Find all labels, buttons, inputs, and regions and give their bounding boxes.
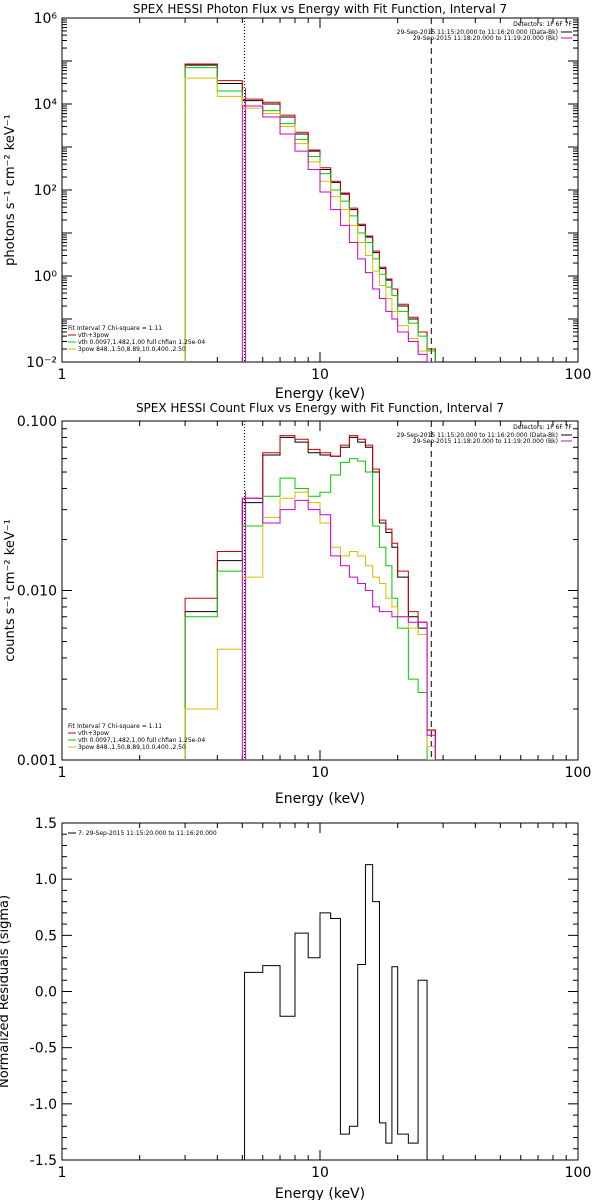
y-tick-label: 10² (34, 183, 57, 199)
y-tick-label: -1.0 (30, 1097, 57, 1113)
series-line-7-29-sep-2015-11-15-20-000-to-11-16-20-000 (244, 864, 432, 1160)
photon-flux-panel: SPEX HESSI Photon Flux vs Energy with Fi… (3, 2, 591, 402)
count-flux-y-axis-label-group: counts s⁻¹ cm⁻² keV⁻¹ (3, 519, 18, 662)
series-line-vth-3pow (184, 435, 436, 760)
detectors-interval-label: 29-Sep-2015 11:15:20.000 to 11:16:20.000… (397, 29, 558, 36)
x-tick-label: 100 (565, 765, 592, 781)
x-tick-label: 1 (58, 1165, 67, 1181)
detectors-interval-label: 29-Sep-2015 11:15:20.000 to 11:16:20.000… (397, 432, 558, 439)
count-flux-chart-title: SPEX HESSI Count Flux vs Energy with Fit… (136, 401, 504, 415)
series-line-background (241, 497, 436, 760)
series-line-background (241, 105, 436, 362)
photon-flux-chart-title: SPEX HESSI Photon Flux vs Energy with Fi… (133, 2, 507, 16)
legend-entry: 3pow 848.,1.50,8.89,10.0,400.,2.50 (78, 346, 186, 353)
y-tick-label: 1.0 (35, 872, 57, 888)
x-tick-label: 1 (58, 765, 67, 781)
x-tick-label: 10 (311, 765, 329, 781)
residuals-panel: Normalized Residuals (sigma) Energy (keV… (0, 816, 591, 1200)
y-tick-label: 0.001 (17, 753, 57, 769)
legend-entry: Fit Interval 7 Chi-square = 1.11 (68, 325, 162, 332)
residuals-x-axis-label: Energy (keV) (275, 1186, 365, 1200)
series-line-data (184, 64, 436, 362)
series-line-vth (184, 67, 436, 362)
y-tick-label: 1.5 (35, 816, 57, 832)
x-tick-label: 10 (311, 1165, 329, 1181)
detectors-label: Detectors: 1F 6F 7F (513, 21, 572, 28)
residuals-y-axis-label: Normalized Residuals (sigma) (0, 895, 12, 1088)
detectors-interval-label: 29-Sep-2015 11:18:20.000 to 11:19:20.000… (413, 35, 558, 42)
x-tick-label: 10 (311, 367, 329, 383)
legend-entry: 7: 29-Sep-2015 11:15:20.000 to 11:16:20.… (78, 830, 217, 837)
x-tick-label: 1 (58, 367, 67, 383)
y-tick-label: 10⁻² (26, 355, 57, 371)
y-tick-label: -1.5 (30, 1153, 57, 1169)
y-tick-label: 0.100 (17, 414, 57, 430)
legend-entry: vth+3pow (78, 332, 109, 339)
y-tick-label: 0.010 (17, 584, 57, 600)
count-flux-panel: SPEX HESSI Count Flux vs Energy with Fit… (3, 401, 591, 807)
photon-flux-y-axis-label-group: photons s⁻¹ cm⁻² keV⁻¹ (3, 114, 18, 266)
y-tick-label: -0.5 (30, 1041, 57, 1057)
count-flux-x-axis-label: Energy (keV) (275, 791, 365, 807)
residuals-plot-area: 1 10 100 -1.5 -1.0 -0.5 0.0 0.5 1.0 1.5 7: 29-Sep-… (30, 816, 592, 1181)
photon-flux-x-axis-label: Energy (keV) (275, 386, 365, 402)
series-line-data (184, 436, 436, 760)
plot-frame (61, 420, 579, 761)
y-tick-label: 10⁶ (34, 11, 58, 27)
photon-flux-plot-area: 1 10 100 10⁻² 10⁰ 10² 10⁴ 10⁶ Fit Interval 7 Chi… (26, 11, 591, 383)
y-tick-label: 0.0 (35, 985, 57, 1001)
legend-entry: vth 0.0097,1.482,1.00 full chfian 1.25e-… (78, 737, 205, 744)
plot-frame (61, 822, 579, 1161)
x-tick-label: 100 (565, 1165, 592, 1181)
legend-entry: Fit Interval 7 Chi-square = 1.11 (68, 723, 162, 730)
count-flux-y-axis-label: counts s⁻¹ cm⁻² keV⁻¹ (3, 519, 18, 662)
photon-flux-y-axis-label: photons s⁻¹ cm⁻² keV⁻¹ (3, 114, 18, 266)
legend-entry: vth 0.0097,1.482,1.00 full chfian 1.25e-… (78, 339, 205, 346)
legend-entry: 3pow 848.,1.50,8.89,10.0,400.,2.50 (78, 744, 186, 751)
series-line-vth (184, 458, 436, 760)
y-tick-label: 10⁴ (34, 97, 58, 113)
series-line-vth-3pow (184, 63, 436, 362)
y-tick-label: 10⁰ (34, 269, 58, 285)
count-flux-plot-area: 1 10 100 0.001 0.010 0.100 Fit Interval 7 Chi-… (17, 414, 591, 781)
y-tick-label: 0.5 (35, 928, 57, 944)
detectors-label: Detectors: 1F 6F 7F (513, 424, 572, 431)
residuals-y-axis-label-group: Normalized Residuals (sigma) (0, 895, 12, 1088)
legend-entry: vth+3pow (78, 730, 109, 737)
x-tick-label: 100 (565, 367, 592, 383)
detectors-interval-label: 29-Sep-2015 11:18:20.000 to 11:19:20.000… (413, 438, 558, 445)
